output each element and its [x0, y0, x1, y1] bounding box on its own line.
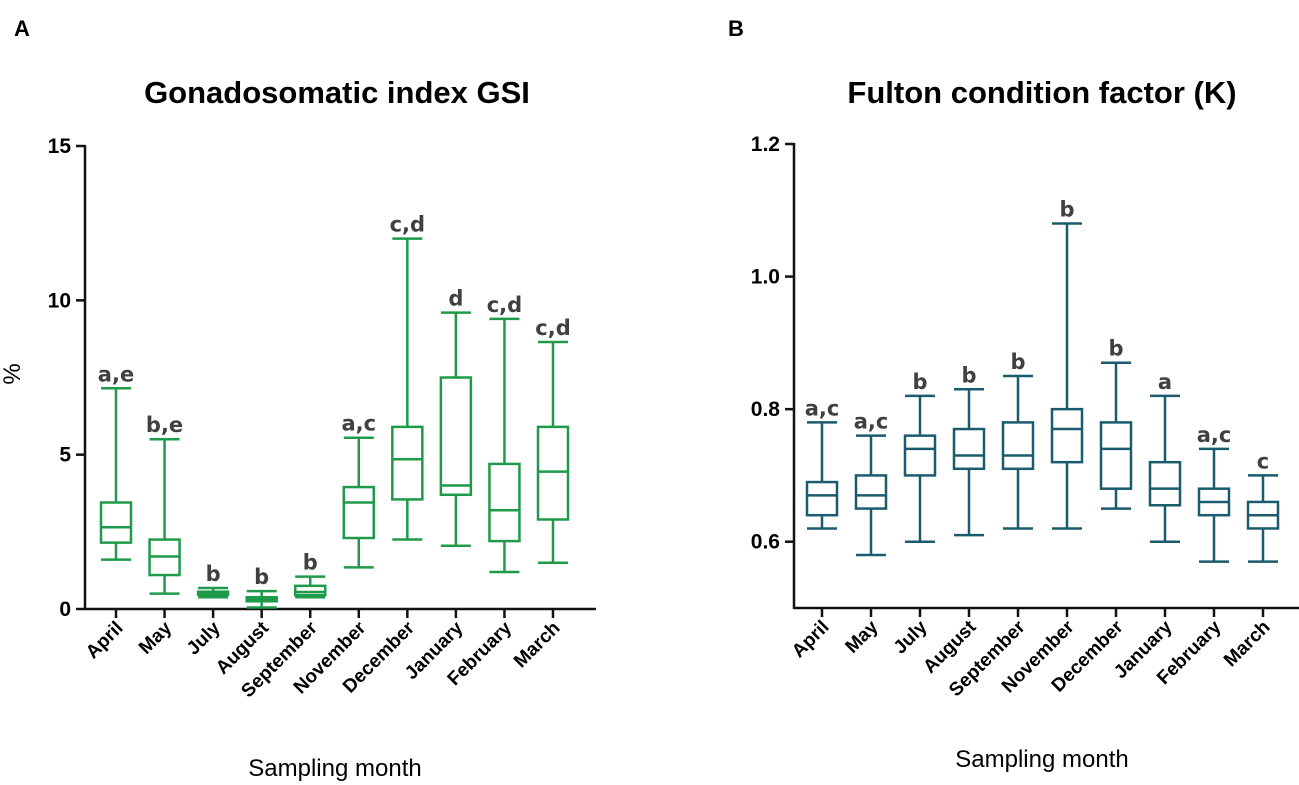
k-significance-label: b	[1108, 337, 1123, 361]
gsi-significance-label: c,d	[535, 316, 570, 340]
gsi-chart-title: Gonadosomatic index GSI	[144, 75, 530, 110]
k-box-december: b	[1099, 337, 1133, 510]
k-box-august: b	[952, 363, 986, 537]
k-box-september: b	[1001, 350, 1035, 530]
gsi-significance-label: b,e	[146, 413, 183, 437]
panel-b-letter: B	[728, 16, 744, 41]
k-box-july: b	[903, 370, 937, 543]
gsi-significance-label: c,d	[390, 213, 425, 237]
k-y-tick-label: 1.2	[751, 133, 780, 156]
gsi-box-may: b,e	[146, 413, 183, 595]
k-significance-label: a,c	[805, 396, 840, 420]
gsi-box-april: a,e	[98, 362, 134, 561]
k-x-tick-label: May	[842, 616, 883, 657]
k-box-iqr	[1001, 421, 1035, 471]
k-box-march: c	[1246, 449, 1280, 563]
k-x-tick-label: April	[788, 617, 833, 662]
gsi-box-march: c,d	[535, 316, 571, 564]
gsi-box-september: b	[293, 551, 327, 599]
k-box-iqr	[1050, 407, 1084, 464]
gsi-box-iqr	[391, 425, 424, 501]
gsi-box-iqr	[99, 501, 133, 544]
gsi-y-tick-label: 15	[48, 135, 72, 158]
k-box-january: a	[1148, 370, 1182, 543]
k-box-iqr	[1099, 421, 1133, 490]
k-box-february: a,c	[1197, 423, 1232, 563]
k-box-november: b	[1050, 198, 1084, 530]
gsi-box-december: c,d	[390, 213, 425, 541]
gsi-box-iqr	[536, 425, 570, 521]
gsi-chart: Gonadosomatic index GSI % Sampling month…	[0, 75, 596, 782]
k-x-tick-label: March	[1220, 617, 1274, 671]
gsi-x-tick-label: March	[510, 618, 564, 672]
gsi-box-january: d	[439, 287, 473, 547]
k-significance-label: b	[1010, 350, 1025, 374]
gsi-y-axis-label: %	[0, 363, 26, 384]
gsi-box-july: b	[196, 562, 230, 599]
k-significance-label: b	[912, 370, 927, 394]
k-box-iqr	[805, 480, 839, 517]
k-y-tick-label: 1.0	[751, 266, 780, 289]
gsi-y-tick-label: 5	[59, 444, 71, 467]
gsi-significance-label: b	[303, 551, 318, 575]
k-box-iqr	[1148, 460, 1182, 507]
gsi-significance-label: b	[206, 562, 221, 586]
condition-factor-chart: Fulton condition factor (K) Sampling mon…	[751, 75, 1299, 773]
panel-a-letter: A	[14, 16, 30, 41]
gsi-y-tick-label: 10	[48, 289, 71, 312]
k-x-tick-label: July	[890, 616, 932, 658]
k-box-iqr	[903, 434, 937, 477]
gsi-significance-label: c,d	[487, 293, 522, 317]
condition-factor-x-axis-label: Sampling month	[955, 746, 1128, 773]
gsi-x-axis-label: Sampling month	[248, 755, 421, 782]
k-y-tick-label: 0.6	[751, 531, 780, 554]
gsi-box-february: c,d	[487, 293, 522, 574]
gsi-significance-label: a,c	[341, 412, 376, 436]
gsi-box-iqr	[342, 485, 376, 540]
k-significance-label: a	[1158, 370, 1172, 394]
gsi-x-tick-label: April	[82, 618, 127, 663]
gsi-x-tick-label: May	[135, 617, 176, 658]
k-box-iqr	[952, 427, 986, 471]
k-significance-label: b	[961, 363, 976, 387]
gsi-box-november: a,c	[341, 412, 376, 569]
condition-factor-chart-title: Fulton condition factor (K)	[847, 75, 1236, 110]
gsi-significance-label: d	[448, 287, 463, 311]
k-y-tick-label: 0.8	[751, 398, 781, 421]
gsi-box-iqr	[488, 462, 521, 543]
k-significance-label: a,c	[1197, 423, 1232, 447]
k-significance-label: c	[1257, 449, 1269, 473]
k-box-iqr	[854, 474, 888, 510]
gsi-y-tick-label: 0	[59, 598, 71, 621]
gsi-box-iqr	[439, 376, 473, 497]
k-box-april: a,c	[805, 396, 840, 530]
k-significance-label: a,c	[854, 410, 889, 434]
gsi-x-tick-label: July	[183, 617, 225, 659]
k-significance-label: b	[1059, 198, 1074, 222]
gsi-box-iqr	[293, 584, 327, 597]
gsi-significance-label: a,e	[98, 362, 134, 386]
k-box-may: a,c	[854, 410, 889, 557]
gsi-box-august: b	[245, 565, 278, 609]
gsi-significance-label: b	[254, 565, 269, 589]
